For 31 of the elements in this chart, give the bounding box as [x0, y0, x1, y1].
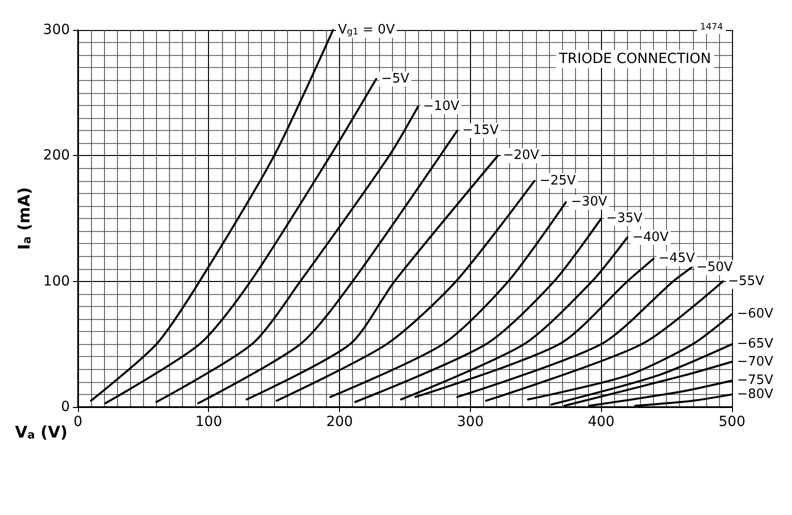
y-tick-label: 0 [61, 399, 70, 415]
series-label: −70V [737, 354, 774, 370]
series-label: −15V [462, 123, 499, 138]
series-label: −75V [737, 373, 774, 388]
series-label: −35V [606, 211, 643, 226]
annotation: 1474 [700, 22, 724, 32]
series-label: −50V [696, 260, 733, 276]
x-tick-label: 0 [73, 414, 82, 430]
y-axis-title: Ia (mA) [14, 187, 34, 250]
series-label: −80V [737, 386, 774, 402]
series-label: −45V [658, 251, 695, 266]
x-tick-label: 100 [195, 414, 222, 430]
series-label: −25V [539, 173, 576, 188]
series-label: −20V [502, 148, 540, 164]
series-label: −60V [737, 306, 774, 322]
series-label: −10V [423, 99, 460, 114]
x-axis-title: Va (V) [15, 422, 68, 442]
series-label: −65V [737, 336, 774, 352]
x-tick-label: 300 [457, 414, 484, 430]
y-tick-label: 200 [43, 148, 70, 164]
x-tick-label: 500 [718, 414, 746, 430]
y-tick-label: 100 [43, 273, 70, 290]
x-tick-label: 400 [588, 414, 615, 430]
x-tick-label: 200 [326, 414, 353, 430]
series-label: −5V [381, 72, 410, 87]
series-label: −40V [632, 230, 669, 245]
series-label: −55V [728, 274, 764, 289]
annotation: TRIODE CONNECTION [558, 51, 712, 67]
series-label: Vg1 = 0V [338, 22, 395, 38]
y-tick-label: 300 [43, 22, 70, 38]
series-label: −30V [570, 194, 608, 210]
